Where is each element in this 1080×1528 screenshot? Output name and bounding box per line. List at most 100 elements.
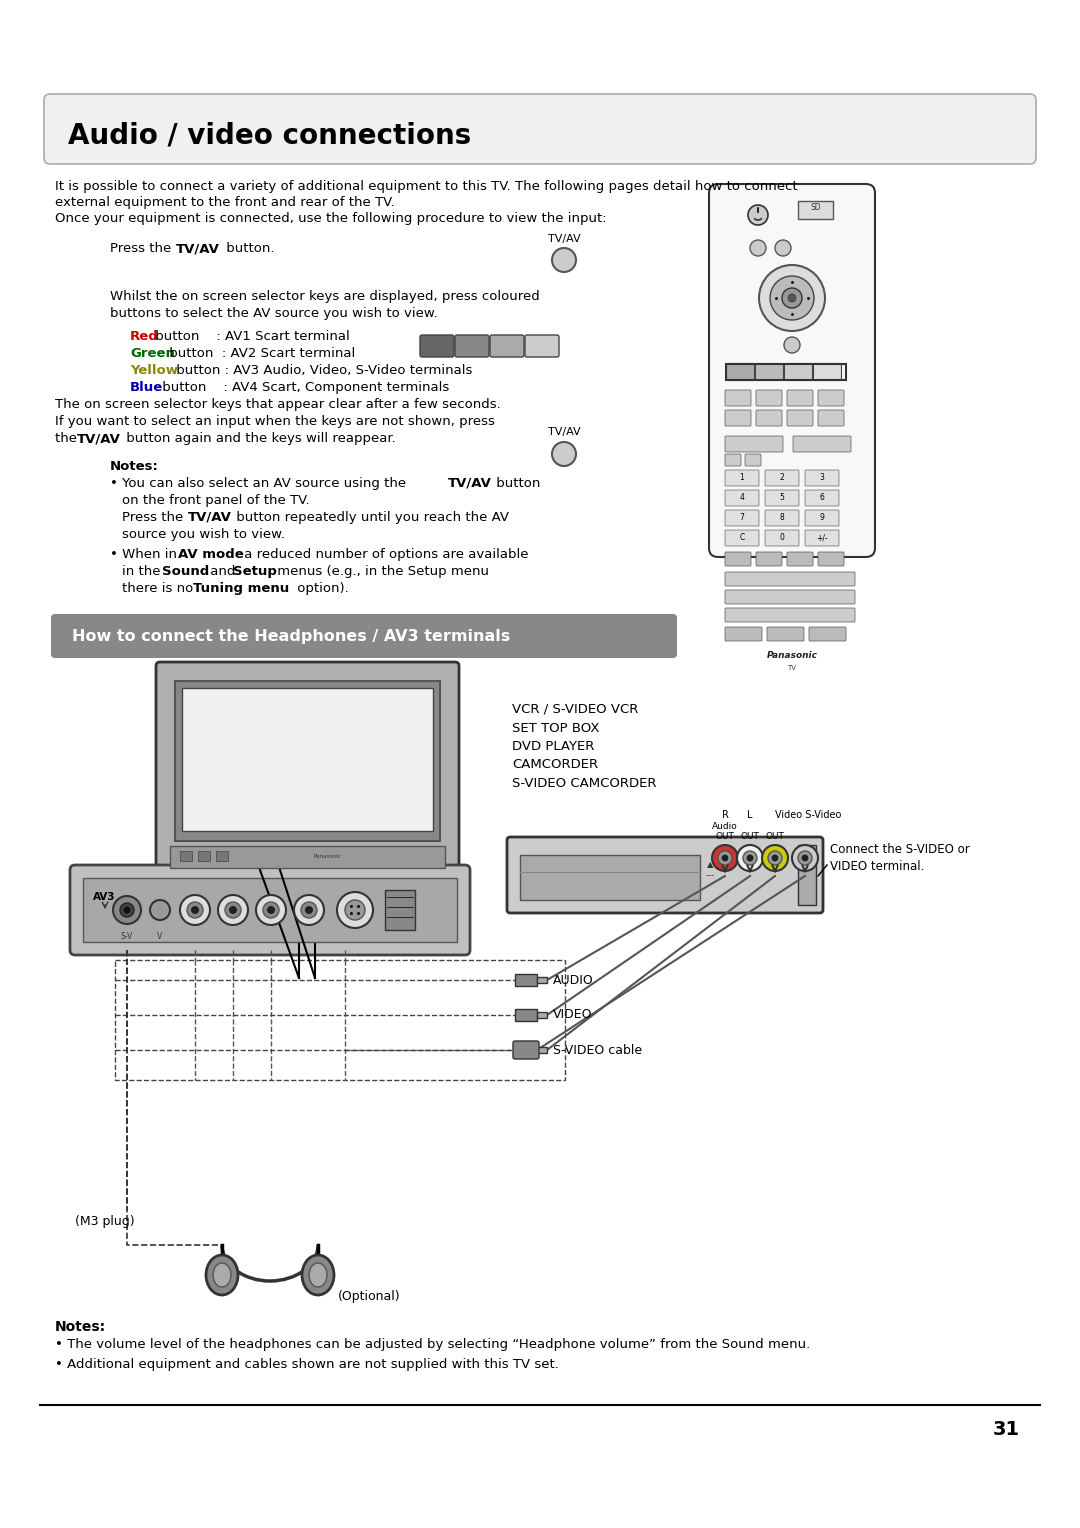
Circle shape xyxy=(737,845,762,871)
Circle shape xyxy=(723,856,728,860)
Circle shape xyxy=(120,903,134,917)
Text: • The volume level of the headphones can be adjusted by selecting “Headphone vol: • The volume level of the headphones can… xyxy=(55,1339,810,1351)
Circle shape xyxy=(718,851,732,865)
Text: ▲
---: ▲ --- xyxy=(705,860,715,880)
Bar xyxy=(114,960,565,1080)
Text: Notes:: Notes: xyxy=(55,1320,106,1334)
FancyBboxPatch shape xyxy=(525,335,559,358)
Text: TV/AV: TV/AV xyxy=(188,510,232,524)
Ellipse shape xyxy=(302,1254,334,1296)
FancyBboxPatch shape xyxy=(818,410,843,426)
Text: button    : AV4 Scart, Component terminals: button : AV4 Scart, Component terminals xyxy=(158,380,449,394)
Circle shape xyxy=(802,856,808,860)
Circle shape xyxy=(350,905,353,908)
Text: TV/AV: TV/AV xyxy=(548,234,581,244)
Text: Yellow: Yellow xyxy=(130,364,178,377)
Circle shape xyxy=(712,845,738,871)
Text: 31: 31 xyxy=(993,1420,1020,1439)
Text: 0: 0 xyxy=(780,533,784,542)
Text: 7: 7 xyxy=(740,513,744,523)
Circle shape xyxy=(798,851,812,865)
Bar xyxy=(384,889,415,931)
Text: TV/AV: TV/AV xyxy=(176,241,220,255)
Bar xyxy=(515,1044,537,1056)
Text: (Optional): (Optional) xyxy=(338,1290,401,1303)
Bar xyxy=(537,1047,546,1053)
Text: S-VIDEO cable: S-VIDEO cable xyxy=(553,1044,643,1056)
Text: menus (e.g., in the Setup menu: menus (e.g., in the Setup menu xyxy=(273,565,489,578)
FancyBboxPatch shape xyxy=(44,95,1036,163)
Text: buttons to select the AV source you wish to view.: buttons to select the AV source you wish… xyxy=(110,307,437,319)
FancyBboxPatch shape xyxy=(725,471,759,486)
Text: S-V: S-V xyxy=(121,932,133,941)
Text: and: and xyxy=(206,565,240,578)
Text: VIDEO: VIDEO xyxy=(553,1008,593,1022)
FancyBboxPatch shape xyxy=(725,530,759,545)
FancyBboxPatch shape xyxy=(756,390,782,406)
Text: The on screen selector keys that appear clear after a few seconds.: The on screen selector keys that appear … xyxy=(55,397,501,411)
Circle shape xyxy=(256,895,286,924)
Circle shape xyxy=(770,277,814,319)
Circle shape xyxy=(218,895,248,924)
Ellipse shape xyxy=(552,248,576,272)
Text: • You can also select an AV source using the: • You can also select an AV source using… xyxy=(110,477,410,490)
Text: Panasonic: Panasonic xyxy=(767,651,818,660)
Circle shape xyxy=(748,205,768,225)
Circle shape xyxy=(747,856,753,860)
FancyBboxPatch shape xyxy=(765,510,799,526)
Bar xyxy=(515,973,537,986)
Circle shape xyxy=(268,906,274,914)
Circle shape xyxy=(788,293,796,303)
Bar xyxy=(175,681,440,840)
Text: TV/AV: TV/AV xyxy=(448,477,491,490)
FancyBboxPatch shape xyxy=(725,571,855,587)
Text: Press the: Press the xyxy=(122,510,188,524)
Circle shape xyxy=(191,906,199,914)
Text: option).: option). xyxy=(293,582,349,594)
Text: source you wish to view.: source you wish to view. xyxy=(122,529,285,541)
Text: external equipment to the front and rear of the TV.: external equipment to the front and rear… xyxy=(55,196,394,209)
FancyBboxPatch shape xyxy=(818,552,843,565)
Bar xyxy=(269,909,345,923)
Text: Setup: Setup xyxy=(233,565,276,578)
Text: there is no: there is no xyxy=(122,582,198,594)
Text: a reduced number of options are available: a reduced number of options are availabl… xyxy=(240,549,528,561)
FancyBboxPatch shape xyxy=(51,614,677,659)
Text: Video S-Video: Video S-Video xyxy=(775,810,841,821)
Circle shape xyxy=(357,905,360,908)
Ellipse shape xyxy=(213,1264,231,1287)
FancyBboxPatch shape xyxy=(765,471,799,486)
Text: 8: 8 xyxy=(780,513,784,523)
Bar xyxy=(519,856,700,900)
FancyBboxPatch shape xyxy=(455,335,489,358)
Text: How to connect the Headphones / AV3 terminals: How to connect the Headphones / AV3 term… xyxy=(72,628,510,643)
Text: in the: in the xyxy=(122,565,165,578)
Text: It is possible to connect a variety of additional equipment to this TV. The foll: It is possible to connect a variety of a… xyxy=(55,180,798,193)
Text: Sound: Sound xyxy=(162,565,210,578)
Text: the: the xyxy=(55,432,81,445)
Text: L: L xyxy=(747,810,753,821)
FancyBboxPatch shape xyxy=(805,530,839,545)
FancyBboxPatch shape xyxy=(813,364,841,380)
Bar xyxy=(180,851,192,860)
Text: Once your equipment is connected, use the following procedure to view the input:: Once your equipment is connected, use th… xyxy=(55,212,607,225)
Text: button: button xyxy=(492,477,540,490)
Ellipse shape xyxy=(206,1254,238,1296)
FancyBboxPatch shape xyxy=(809,626,846,642)
Text: 1: 1 xyxy=(740,474,744,483)
Text: SD: SD xyxy=(811,203,821,212)
Text: C: C xyxy=(740,533,744,542)
Text: button repeatedly until you reach the AV: button repeatedly until you reach the AV xyxy=(232,510,509,524)
Text: AV mode: AV mode xyxy=(178,549,244,561)
Text: Panasonic: Panasonic xyxy=(313,854,341,859)
Text: • Additional equipment and cables shown are not supplied with this TV set.: • Additional equipment and cables shown … xyxy=(55,1358,558,1371)
Circle shape xyxy=(775,240,791,257)
Text: VCR / S-VIDEO VCR
SET TOP BOX
DVD PLAYER
CAMCORDER
S-VIDEO CAMCORDER: VCR / S-VIDEO VCR SET TOP BOX DVD PLAYER… xyxy=(512,703,657,790)
Bar xyxy=(726,364,846,380)
Text: Tuning menu: Tuning menu xyxy=(193,582,289,594)
FancyBboxPatch shape xyxy=(784,364,812,380)
Circle shape xyxy=(124,908,130,914)
Text: Green: Green xyxy=(130,347,175,361)
Circle shape xyxy=(792,845,818,871)
FancyBboxPatch shape xyxy=(725,590,855,604)
